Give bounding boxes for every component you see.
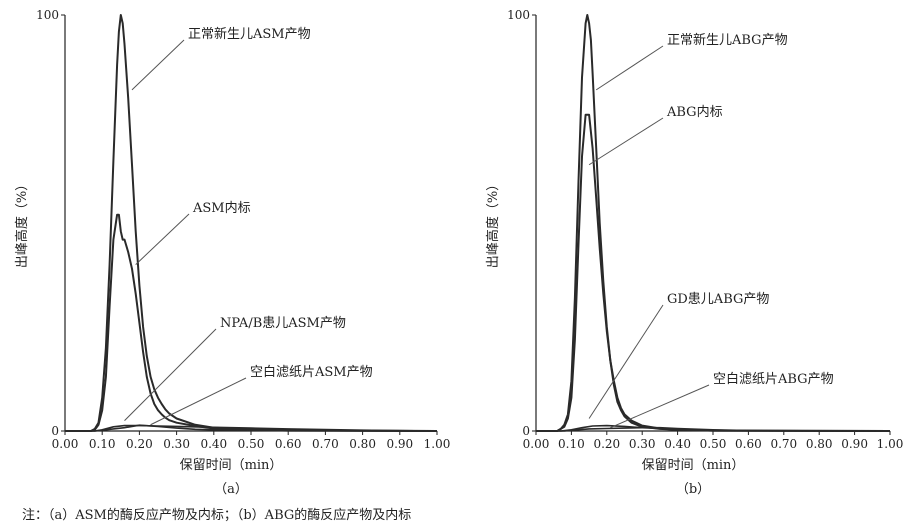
annotation-label: 正常新生儿ASM产物 [188, 26, 311, 42]
annotation-pointer [610, 384, 710, 429]
series-line [536, 14, 891, 432]
annotation-label: GD患儿ABG产物 [667, 292, 769, 307]
panel-label: （a） [214, 482, 248, 497]
y-axis-title: 出峰高度（%） [14, 178, 30, 268]
x-tick-label: 0.90 [841, 437, 868, 451]
panel-label: （b） [676, 482, 710, 497]
annotation-label: 空白滤纸片ASM产物 [250, 364, 373, 380]
annotation-pointer [150, 377, 247, 426]
x-tick-label: 0.40 [664, 437, 691, 451]
annotation-label: ASM内标 [192, 200, 251, 216]
x-tick-label: 0.80 [349, 437, 376, 451]
y-tick-label: 100 [36, 8, 59, 22]
annotation-pointer [588, 117, 664, 166]
annotation-label: ABG内标 [666, 104, 723, 120]
x-tick-label: 0.10 [558, 437, 585, 451]
x-tick-label: 0.30 [163, 437, 190, 451]
x-axis-title: 保留时间（min） [180, 458, 283, 473]
series-line [536, 113, 891, 432]
annotation-label: 正常新生儿ABG产物 [667, 32, 788, 48]
x-tick-label: 1.00 [424, 437, 451, 451]
panel-a: 0.00 0.10 0.20 0.30 0.40 0.50 0.60 0.70 0.80 0.90… [14, 8, 450, 497]
y-tick-label: 0 [51, 424, 59, 438]
x-tick-label: 0.80 [806, 437, 833, 451]
x-tick-label: 0.30 [629, 437, 656, 451]
x-tick-label: 0.40 [200, 437, 227, 451]
panel-b: 0.00 0.10 0.20 0.30 0.40 0.50 0.60 0.70 0.80 0.90… [485, 8, 903, 497]
annotation-pointer [135, 213, 190, 265]
series-line [65, 424, 438, 432]
y-tick-label: 0 [522, 424, 530, 438]
x-tick-label: 0.00 [52, 437, 79, 451]
x-tick-label: 0.20 [126, 437, 153, 451]
x-tick-label: 0.70 [312, 437, 339, 451]
x-tick-label: 0.50 [238, 437, 265, 451]
x-tick-label: 0.60 [735, 437, 762, 451]
annotation-pointer [595, 45, 664, 91]
x-tick-label: 0.60 [275, 437, 302, 451]
x-tick-label: 1.00 [877, 437, 904, 451]
annotation-pointer [124, 328, 217, 421]
y-tick-label: 100 [507, 8, 530, 22]
x-tick-label: 0.70 [770, 437, 797, 451]
annotation-pointer [131, 39, 185, 91]
y-axis-title: 出峰高度（%） [485, 178, 501, 268]
x-tick-label: 0.90 [386, 437, 413, 451]
x-axis-title: 保留时间（min） [642, 458, 745, 473]
x-tick-label: 0.00 [523, 437, 550, 451]
figure-note: 注：（a）ASM的酶反应产物及内标；（b）ABG的酶反应产物及内标 [22, 507, 411, 523]
series-line [65, 14, 438, 432]
x-tick-label: 0.50 [700, 437, 727, 451]
x-tick-label: 0.20 [593, 437, 620, 451]
annotation-pointer [588, 304, 664, 419]
x-tick-label: 0.10 [89, 437, 116, 451]
series-line [65, 213, 438, 432]
annotation-label: 空白滤纸片ABG产物 [713, 371, 834, 387]
series-line [536, 426, 891, 432]
annotation-label: NPA/B患儿ASM产物 [220, 316, 346, 331]
